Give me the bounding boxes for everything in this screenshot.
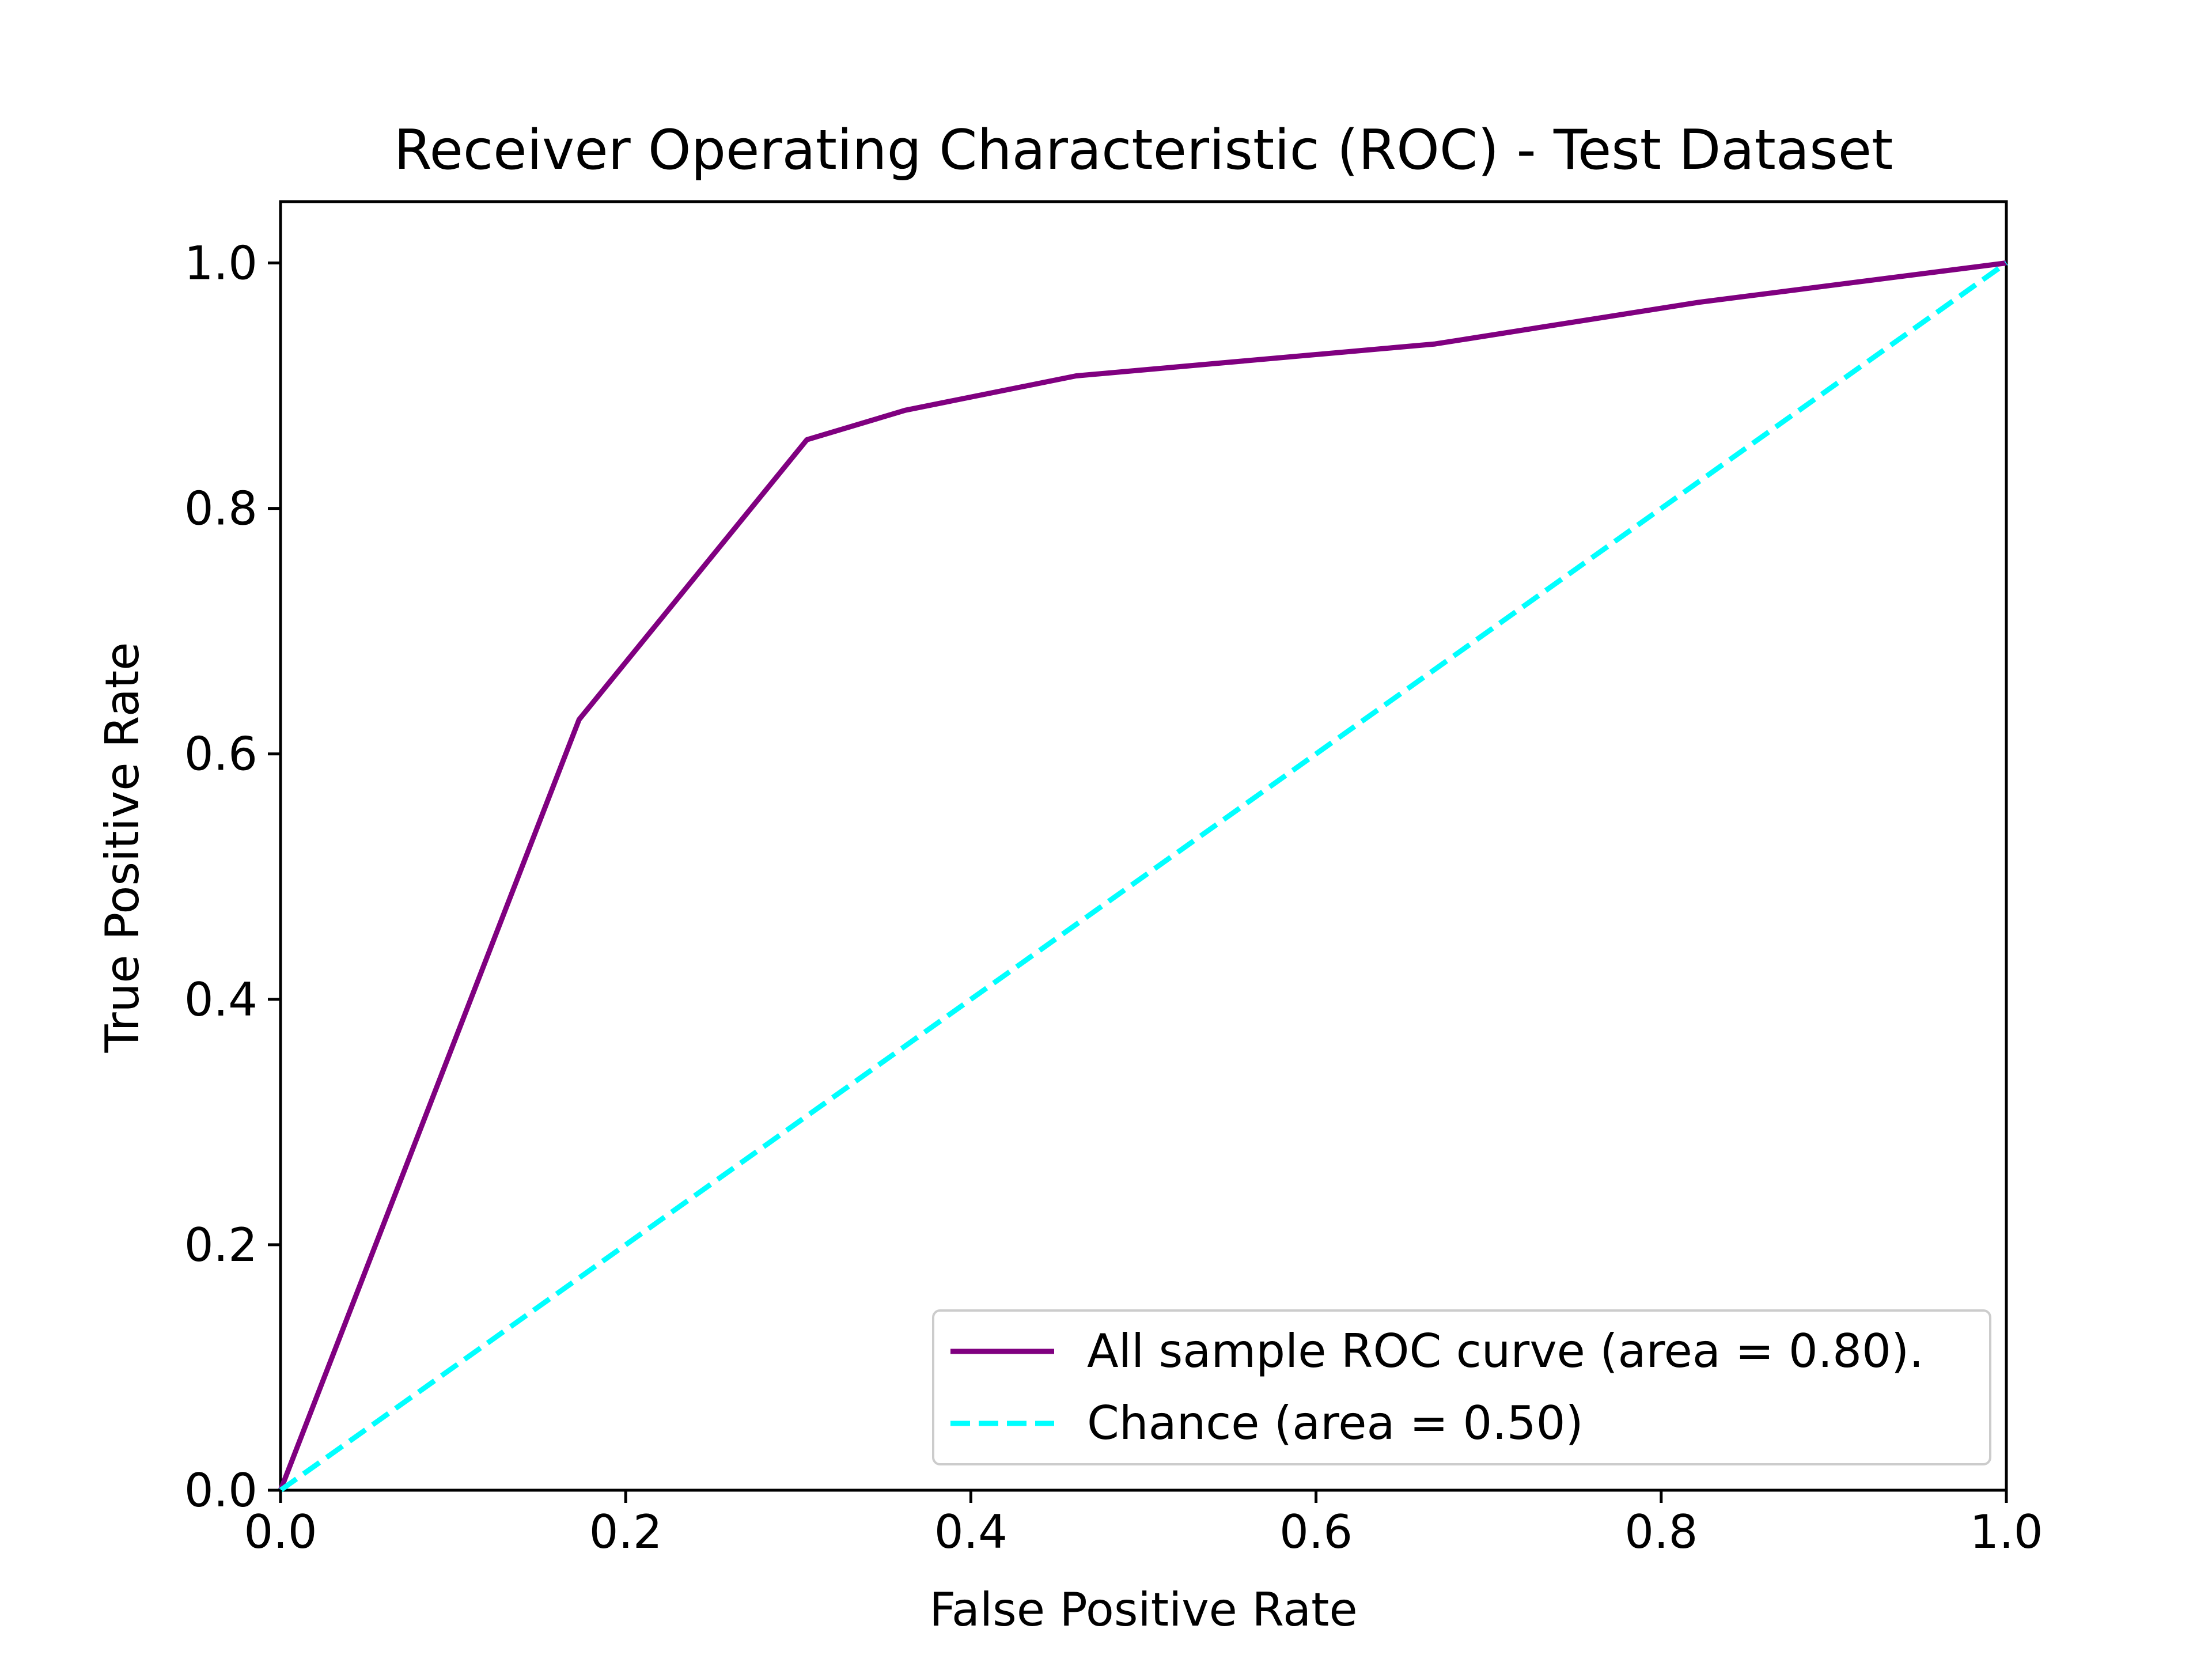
y-tick-label-5: 1.0 xyxy=(184,237,257,290)
x-tick-label-0: 0.0 xyxy=(244,1505,317,1559)
y-tick-label-3: 0.6 xyxy=(184,728,257,781)
y-axis-ticks: 0.0 0.2 0.4 0.6 0.8 1.0 xyxy=(184,237,281,1517)
y-tick-label-4: 0.8 xyxy=(184,482,257,536)
x-axis-label: False Positive Rate xyxy=(929,1583,1358,1637)
series-layer xyxy=(278,260,2008,1493)
legend-label-chance: Chance (area = 0.50) xyxy=(1087,1396,1584,1450)
plot-area: 0.0 0.2 0.4 0.6 0.8 1.0 0.0 0.2 0.4 0.6 0.8 1.0 xyxy=(184,200,2043,1559)
chart-title: Receiver Operating Characteristic (ROC) … xyxy=(394,119,1893,182)
legend-label-roc-curve: All sample ROC curve (area = 0.80). xyxy=(1087,1324,1924,1378)
x-tick-label-4: 0.8 xyxy=(1624,1505,1698,1559)
axes-frame xyxy=(279,200,2008,1492)
x-tick-label-1: 0.2 xyxy=(589,1505,662,1559)
legend: All sample ROC curve (area = 0.80). Chan… xyxy=(932,1309,1991,1465)
y-tick-label-2: 0.4 xyxy=(184,973,257,1027)
chance-line xyxy=(279,260,2008,1493)
legend-box xyxy=(932,1309,1991,1465)
roc-curve-line xyxy=(278,260,2007,1491)
x-tick-label-3: 0.6 xyxy=(1279,1505,1353,1559)
x-tick-label-2: 0.4 xyxy=(934,1505,1007,1559)
y-axis-label: True Positive Rate xyxy=(96,642,149,1054)
x-tick-label-5: 1.0 xyxy=(1969,1505,2043,1559)
y-tick-label-0: 0.0 xyxy=(184,1464,257,1517)
y-tick-label-1: 0.2 xyxy=(184,1218,257,1272)
x-axis-ticks: 0.0 0.2 0.4 0.6 0.8 1.0 xyxy=(244,1490,2043,1559)
